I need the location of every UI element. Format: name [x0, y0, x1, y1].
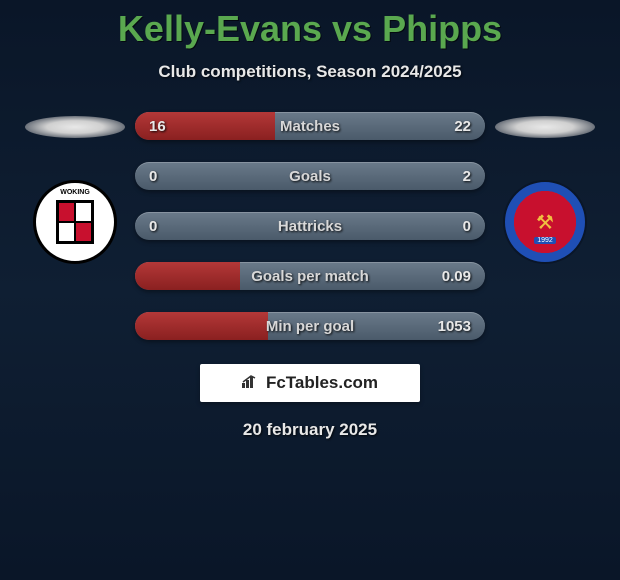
stat-bar: Min per goal 1053	[135, 312, 485, 340]
right-team-col: ⚒ 1992	[485, 112, 605, 264]
stat-bars: 16 Matches 22 0 Goals 2 0 Hattricks 0 Goals per m…	[135, 112, 485, 340]
stat-label: Min per goal	[266, 318, 354, 335]
left-player-silhouette	[25, 116, 125, 138]
shield-icon	[56, 200, 94, 244]
stat-value-left: 0	[149, 168, 157, 185]
right-team-crest: ⚒ 1992	[503, 180, 587, 264]
stat-label: Hattricks	[278, 218, 342, 235]
left-team-col: WOKING	[15, 112, 135, 264]
subtitle: Club competitions, Season 2024/2025	[158, 62, 461, 82]
comparison-area: WOKING 16 Matches 22 0 Goals 2 0 Hattricks 0 Goal…	[0, 112, 620, 340]
crest-text: WOKING	[60, 189, 90, 196]
stat-label: Goals	[289, 168, 331, 185]
stat-value-right: 2	[463, 168, 471, 185]
chart-icon	[242, 374, 260, 393]
page-title: Kelly-Evans vs Phipps	[118, 8, 502, 50]
crest-year: 1992	[534, 237, 556, 244]
bar-fill-left	[135, 312, 268, 340]
stat-bar: 0 Hattricks 0	[135, 212, 485, 240]
stat-bar: Goals per match 0.09	[135, 262, 485, 290]
stat-bar: 16 Matches 22	[135, 112, 485, 140]
stat-value-left: 0	[149, 218, 157, 235]
stat-bar: 0 Goals 2	[135, 162, 485, 190]
left-team-crest: WOKING	[33, 180, 117, 264]
stat-value-right: 0.09	[442, 268, 471, 285]
stat-value-right: 22	[454, 118, 471, 135]
stat-value-right: 1053	[438, 318, 471, 335]
hammers-icon: ⚒	[536, 210, 554, 235]
bar-fill-left	[135, 262, 240, 290]
stat-label: Goals per match	[251, 268, 369, 285]
brand-text: FcTables.com	[266, 373, 378, 393]
stat-label: Matches	[280, 118, 340, 135]
stat-value-left: 16	[149, 118, 166, 135]
brand-badge: FcTables.com	[200, 364, 420, 402]
date-text: 20 february 2025	[243, 420, 377, 440]
right-player-silhouette	[495, 116, 595, 138]
stat-value-right: 0	[463, 218, 471, 235]
